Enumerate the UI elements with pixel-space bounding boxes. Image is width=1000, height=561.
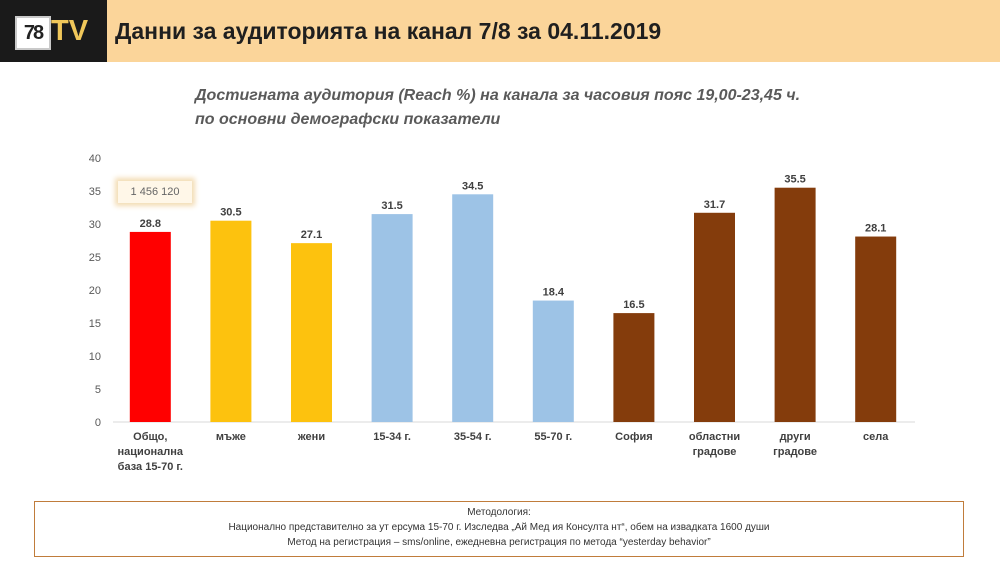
data-label: 31.7	[704, 199, 725, 211]
logo-tv-text: TV	[51, 15, 89, 47]
x-tick-label: база 15-70 г.	[118, 461, 183, 473]
x-tick-label: национална	[118, 446, 184, 458]
bar	[774, 187, 816, 422]
chart-subtitle-line2: по основни демографски показатели	[195, 111, 501, 128]
data-label: 18.4	[543, 287, 565, 299]
chart-subtitle: Достигната аудитория (Reach %) на канала…	[195, 84, 800, 132]
y-tick-label: 15	[89, 318, 101, 330]
header-bar: 78 TV Данни за аудиторията на канал 7/8 …	[0, 0, 1000, 62]
bar	[371, 214, 413, 422]
methodology-sample: Национално представително за ут ерсума 1…	[228, 522, 770, 533]
x-tick-label: други	[780, 431, 811, 443]
bar	[855, 236, 897, 422]
x-tick-label: 35-54 г.	[454, 431, 492, 443]
methodology-title: Методология:	[467, 507, 531, 518]
x-tick-label: 15-34 г.	[373, 431, 411, 443]
data-label: 28.8	[140, 218, 161, 230]
x-tick-label: села	[863, 431, 889, 443]
x-tick-label: градове	[773, 446, 817, 458]
x-tick-label: 55-70 г.	[534, 431, 572, 443]
bar	[613, 313, 655, 422]
bar	[452, 194, 494, 422]
data-label: 34.5	[462, 180, 483, 192]
chart-subtitle-line1: Достигната аудитория (Reach %) на канала…	[195, 87, 801, 104]
methodology-box: Методология: Национално представително з…	[34, 501, 964, 557]
methodology-method: Метод на регистрация – sms/online, ежедн…	[287, 537, 711, 548]
x-tick-label: Общо,	[133, 431, 167, 443]
y-tick-label: 25	[89, 252, 101, 264]
bar	[532, 300, 574, 422]
y-tick-label: 20	[89, 285, 101, 297]
page-title: Данни за аудиторията на канал 7/8 за 04.…	[115, 18, 662, 44]
y-tick-label: 5	[95, 384, 101, 396]
data-label: 27.1	[301, 229, 322, 241]
x-tick-label: градове	[693, 446, 737, 458]
data-label: 31.5	[381, 200, 402, 212]
bar	[210, 220, 252, 422]
x-tick-label: жени	[297, 431, 325, 443]
data-label: 16.5	[623, 299, 644, 311]
bar	[694, 212, 735, 422]
y-tick-label: 30	[89, 219, 101, 231]
y-tick-label: 35	[89, 186, 101, 198]
x-tick-label: областни	[689, 431, 740, 443]
y-tick-label: 10	[89, 351, 101, 363]
data-label: 30.5	[220, 207, 241, 219]
population-badge: 1 456 120	[118, 181, 192, 203]
x-tick-label: мъже	[216, 431, 246, 443]
bar	[291, 243, 332, 422]
y-tick-label: 40	[89, 153, 101, 165]
y-tick-label: 0	[95, 417, 101, 429]
channel-logo: 78 TV	[0, 0, 107, 62]
bar-chart: 0 5 10 15 20 25 30 35 40 28.8 Общо, национална база …	[89, 153, 915, 473]
bar	[129, 231, 171, 422]
x-tick-label: София	[615, 431, 652, 443]
data-label: 35.5	[784, 174, 805, 186]
data-label: 28.1	[865, 223, 886, 235]
logo-78-mark: 78	[15, 16, 51, 50]
